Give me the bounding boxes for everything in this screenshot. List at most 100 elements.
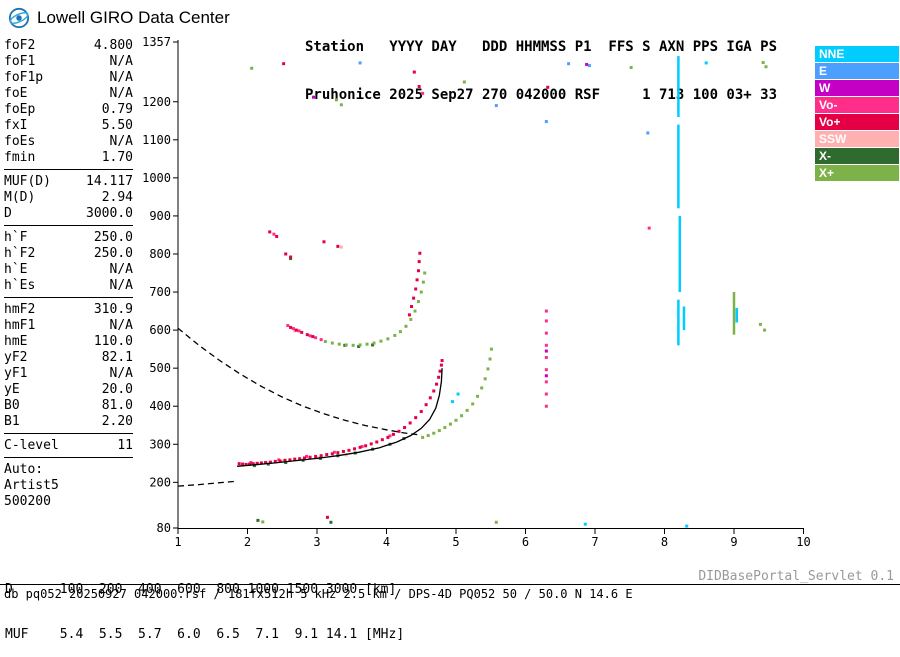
param-label: 500200 [4, 494, 51, 509]
svg-text:500: 500 [149, 361, 171, 375]
svg-text:1100: 1100 [142, 133, 171, 147]
param-label: Auto: [4, 462, 44, 477]
status-divider [0, 584, 900, 585]
svg-text:6: 6 [522, 535, 529, 549]
param-row-auto: Auto: [4, 462, 133, 478]
ionogram-chart: 1357120011001000900800700600500400300200… [142, 36, 811, 549]
param-row-foep: foEp 0.79 [4, 102, 133, 118]
param-label: yE [4, 382, 20, 397]
param-value: N/A [109, 262, 133, 277]
param-label: C-level [4, 438, 59, 453]
param-value: 2.94 [101, 190, 133, 205]
param-label: foF1 [4, 54, 36, 69]
param-row-fof1: foF1 N/A [4, 54, 133, 70]
param-row-clevel: C-level 11 [4, 438, 133, 454]
svg-text:3: 3 [313, 535, 320, 549]
legend-item-nne: NNE [815, 46, 899, 62]
param-group: h`F 250.0 h`F2 250.0 h`E N/A h`Es N/A [4, 230, 133, 298]
svg-text:900: 900 [149, 209, 171, 223]
param-label: foE [4, 86, 28, 101]
series-Vo+ [237, 62, 550, 519]
param-value: 14.117 [86, 174, 133, 189]
series-E [358, 61, 650, 135]
muf-table-distance-row: D 100 200 400 600 800 1000 1500 3000 [km… [5, 582, 397, 597]
param-value: N/A [109, 86, 133, 101]
param-value: 5.50 [101, 118, 133, 133]
brand-header: Lowell GIRO Data Center [8, 7, 230, 29]
param-value: 81.0 [101, 398, 133, 413]
svg-text:80: 80 [157, 521, 171, 535]
param-row-foe: foE N/A [4, 86, 133, 102]
curve-profile-extrapolation [177, 480, 238, 487]
series-X- [252, 257, 406, 524]
series-X+ [250, 61, 768, 524]
series-W [312, 62, 589, 378]
param-label: h`F [4, 230, 28, 245]
param-label: fmin [4, 150, 36, 165]
param-label: h`E [4, 262, 28, 277]
station-header: Station YYYY DAY DDD HHMMSS P1 FFS S AXN… [305, 7, 777, 119]
svg-text:7: 7 [591, 535, 598, 549]
svg-text:1000: 1000 [142, 171, 171, 185]
status-bar: db pq052 20250927 042000.rsf / 181fx512h… [4, 587, 633, 601]
svg-text:9: 9 [730, 535, 737, 549]
param-value: 0.79 [101, 102, 133, 117]
svg-text:2: 2 [244, 535, 251, 549]
param-row-fxi: fxI 5.50 [4, 118, 133, 134]
giro-logo [8, 7, 30, 29]
polarization-legend: NNE E W Vo- Vo+ SSW X- X+ [815, 46, 899, 182]
param-label: hmF2 [4, 302, 36, 317]
param-label: foEs [4, 134, 36, 149]
svg-text:1357: 1357 [142, 36, 171, 49]
param-group: MUF(D) 14.117 M(D) 2.94 D 3000.0 [4, 174, 133, 226]
param-value: N/A [109, 54, 133, 69]
param-label: foF2 [4, 38, 36, 53]
svg-text:8: 8 [661, 535, 668, 549]
legend-item-ssw: SSW [815, 131, 899, 147]
series-NNE [451, 61, 708, 528]
param-label: Artist5 [4, 478, 59, 493]
param-value: 11 [117, 438, 133, 453]
param-row-hme: hmE 110.0 [4, 334, 133, 350]
svg-text:400: 400 [149, 399, 171, 413]
param-label: hmF1 [4, 318, 36, 333]
param-label: MUF(D) [4, 174, 51, 189]
param-label: yF1 [4, 366, 28, 381]
param-value: 110.0 [93, 334, 133, 349]
param-row-he: h`E N/A [4, 262, 133, 278]
svg-text:4: 4 [383, 535, 390, 549]
param-row-hes: h`Es N/A [4, 278, 133, 294]
param-group: Auto: Artist5 500200 [4, 462, 133, 513]
svg-text:200: 200 [149, 475, 171, 489]
param-row-yf1: yF1 N/A [4, 366, 133, 382]
legend-item-w: W [815, 80, 899, 96]
param-group: foF2 4.800 foF1 N/A foF1p N/A foE N/A foEp 0.79 fx… [4, 38, 133, 170]
svg-text:1200: 1200 [142, 95, 171, 109]
param-value: 20.0 [101, 382, 133, 397]
param-label: B1 [4, 414, 20, 429]
param-value: 250.0 [93, 246, 133, 261]
legend-item-x: X- [815, 148, 899, 164]
muf-table-muf-row: MUF 5.4 5.5 5.7 6.0 6.5 7.1 9.1 14.1 [MH… [5, 627, 405, 642]
servlet-version: DIDBasePortal_Servlet 0.1 [698, 569, 894, 584]
svg-text:5: 5 [452, 535, 459, 549]
param-label: M(D) [4, 190, 36, 205]
curve-transmission-curve [177, 327, 422, 436]
svg-text:700: 700 [149, 285, 171, 299]
svg-text:800: 800 [149, 247, 171, 261]
param-row-hmf2: hmF2 310.9 [4, 302, 133, 318]
param-value: N/A [109, 278, 133, 293]
param-label: h`F2 [4, 246, 36, 261]
legend-item-vo: Vo- [815, 97, 899, 113]
svg-text:600: 600 [149, 323, 171, 337]
legend-item-x: X+ [815, 165, 899, 181]
station-header-line2: Pruhonice 2025 Sep27 270 042000 RSF 1 71… [305, 87, 778, 103]
param-row-fmin: fmin 1.70 [4, 150, 133, 166]
station-header-line1: Station YYYY DAY DDD HHMMSS P1 FFS S AXN… [305, 39, 778, 55]
param-row-b1: B1 2.20 [4, 414, 133, 430]
param-row-yf2: yF2 82.1 [4, 350, 133, 366]
param-value: N/A [109, 134, 133, 149]
param-label: B0 [4, 398, 20, 413]
param-value: N/A [109, 70, 133, 85]
param-row-md: M(D) 2.94 [4, 190, 133, 206]
